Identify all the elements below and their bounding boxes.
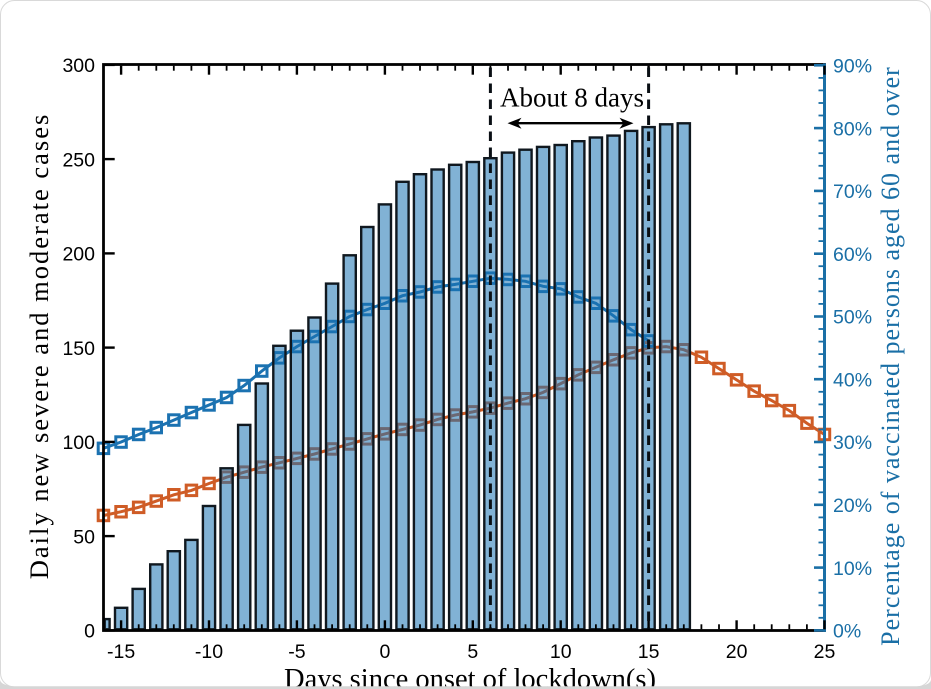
svg-text:-15: -15 — [107, 641, 135, 663]
svg-text:90%: 90% — [833, 56, 872, 78]
svg-text:25: 25 — [814, 641, 836, 663]
svg-text:100: 100 — [62, 432, 95, 454]
svg-text:Daily new severe and moderate: Daily new severe and moderate cases — [24, 113, 54, 580]
svg-text:20%: 20% — [833, 495, 872, 517]
svg-text:150: 150 — [62, 338, 95, 360]
svg-text:10: 10 — [550, 641, 572, 663]
svg-text:Percentage of vaccinated perso: Percentage of vaccinated persons aged 60… — [876, 66, 905, 646]
svg-text:20: 20 — [726, 641, 748, 663]
svg-text:50: 50 — [73, 526, 95, 548]
svg-text:200: 200 — [62, 244, 95, 266]
svg-text:0%: 0% — [833, 621, 861, 643]
svg-text:-5: -5 — [288, 641, 305, 663]
svg-text:0: 0 — [84, 621, 95, 643]
svg-text:80%: 80% — [833, 118, 872, 140]
svg-text:5: 5 — [467, 641, 478, 663]
svg-text:70%: 70% — [833, 181, 872, 203]
svg-text:0: 0 — [379, 641, 390, 663]
svg-text:50%: 50% — [833, 307, 872, 329]
svg-text:15: 15 — [638, 641, 660, 663]
svg-text:60%: 60% — [833, 244, 872, 266]
svg-text:30%: 30% — [833, 432, 872, 454]
svg-text:40%: 40% — [833, 369, 872, 391]
svg-text:About 8 days: About 8 days — [500, 83, 644, 113]
svg-text:Days since onset of lockdown(s: Days since onset of lockdown(s) — [284, 664, 656, 689]
svg-text:-10: -10 — [195, 641, 223, 663]
svg-text:250: 250 — [62, 149, 95, 171]
svg-text:300: 300 — [62, 55, 95, 77]
svg-text:10%: 10% — [833, 558, 872, 580]
